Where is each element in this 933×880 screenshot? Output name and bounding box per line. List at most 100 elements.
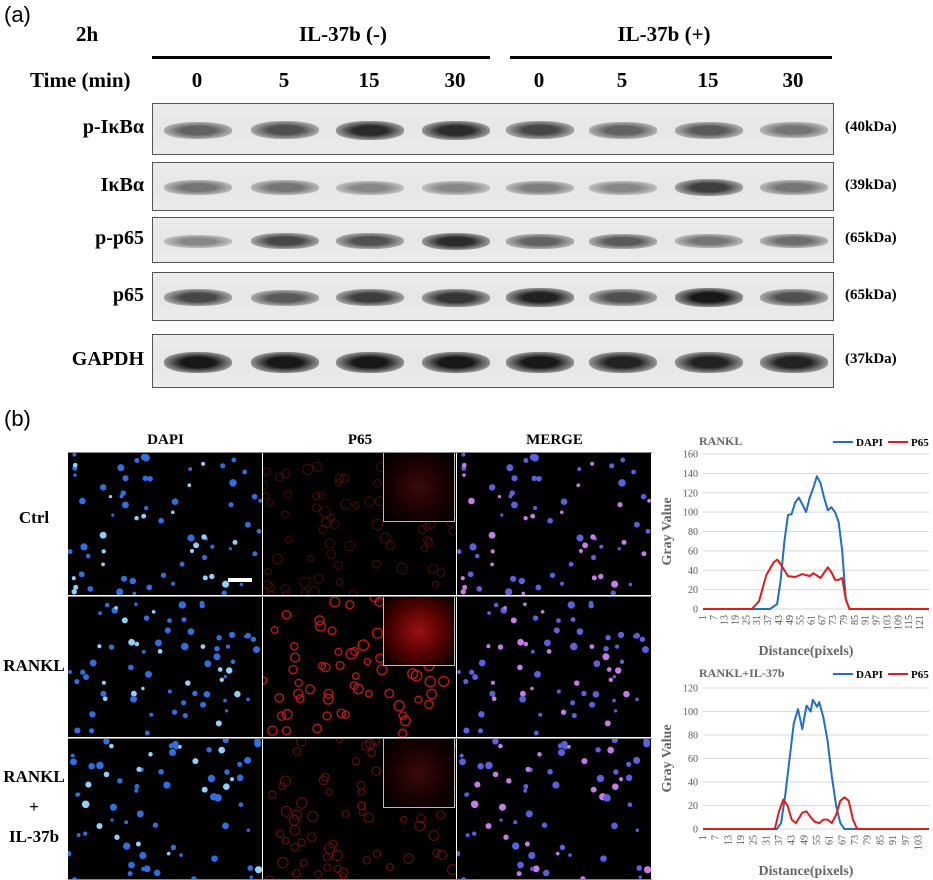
time-label: 5 bbox=[278, 68, 290, 92]
y-tick-label: 60 bbox=[688, 546, 698, 557]
blot-band bbox=[164, 289, 232, 306]
chart-title: RANKL bbox=[699, 434, 742, 448]
x-tick-label: 1 bbox=[698, 615, 709, 620]
x-tick-label: 67 bbox=[817, 615, 828, 625]
blot-band bbox=[589, 351, 657, 373]
x-tick-label: 115 bbox=[904, 615, 915, 630]
series-line-p65 bbox=[703, 558, 929, 610]
x-tick-label: 7 bbox=[709, 615, 720, 620]
x-tick-label: 13 bbox=[720, 615, 731, 625]
y-tick-label: 20 bbox=[688, 801, 698, 812]
blot-row-label: p-p65 bbox=[95, 227, 144, 249]
y-tick-label: 120 bbox=[683, 684, 698, 695]
blot-band bbox=[336, 233, 404, 249]
blot-band bbox=[422, 180, 490, 195]
merge-micrograph bbox=[457, 596, 651, 737]
molecular-weight-label: (40kDa) bbox=[845, 119, 897, 135]
grid-line bbox=[68, 596, 652, 597]
blot-band bbox=[251, 233, 319, 249]
x-tick-label: 19 bbox=[736, 835, 747, 845]
p65-micrograph bbox=[263, 596, 456, 737]
y-tick-label: 160 bbox=[683, 450, 698, 461]
x-tick-label: 55 bbox=[796, 615, 807, 625]
x-tick-label: 31 bbox=[752, 615, 763, 625]
zoom-inset bbox=[383, 738, 455, 808]
x-tick-label: 121 bbox=[915, 615, 926, 630]
blot-band bbox=[251, 289, 319, 306]
blot-band bbox=[422, 288, 490, 307]
y-tick-label: 100 bbox=[683, 508, 698, 519]
x-tick-label: 79 bbox=[839, 615, 850, 625]
x-tick-label: 31 bbox=[761, 835, 772, 845]
series-line-dapi bbox=[703, 475, 929, 610]
y-tick-label: 80 bbox=[688, 731, 698, 742]
y-tick-label: 40 bbox=[688, 778, 698, 789]
blot-strip bbox=[152, 272, 834, 321]
y-tick-label: 120 bbox=[683, 488, 698, 499]
x-tick-label: 85 bbox=[875, 835, 886, 845]
dapi-micrograph bbox=[68, 452, 262, 595]
dapi-micrograph bbox=[68, 738, 262, 879]
x-tick-label: 91 bbox=[888, 835, 899, 845]
x-tick-label: 91 bbox=[861, 615, 872, 625]
molecular-weight-label: (65kDa) bbox=[845, 286, 897, 303]
time-label: 15 bbox=[358, 68, 380, 92]
line-profile-chart-rankl-il37b: 0 20 40 60 80 100 120 1 7 13 19 25 31 37 43 49 55 61 67 73 7… bbox=[660, 666, 929, 879]
row-label-rankl-il37b: RANKL + IL-37b bbox=[0, 762, 68, 852]
blot-band bbox=[760, 180, 828, 195]
blot-strip bbox=[152, 334, 834, 388]
x-tick-label: 97 bbox=[901, 835, 912, 845]
x-tick-label: 67 bbox=[837, 835, 848, 845]
p65-micrograph bbox=[263, 452, 456, 595]
x-tick-label: 103 bbox=[882, 615, 893, 630]
blot-band bbox=[164, 121, 232, 139]
x-tick-label: 19 bbox=[731, 615, 742, 625]
time-label: 0 bbox=[533, 68, 545, 92]
condition-label: 2h bbox=[76, 22, 99, 46]
zoom-inset bbox=[383, 596, 455, 666]
x-tick-label: 7 bbox=[711, 835, 722, 840]
x-tick-label: 103 bbox=[913, 835, 924, 850]
blot-band bbox=[336, 351, 404, 373]
blot-band bbox=[251, 180, 319, 195]
blot-band bbox=[506, 288, 574, 307]
blot-band bbox=[164, 234, 232, 248]
molecular-weight-label: (37kDa) bbox=[845, 351, 897, 367]
legend-label: P65 bbox=[911, 437, 929, 449]
y-tick-label: 80 bbox=[688, 527, 698, 538]
blot-band bbox=[506, 233, 574, 249]
x-tick-label: 37 bbox=[763, 615, 774, 625]
x-tick-label: 43 bbox=[774, 615, 785, 625]
x-tick-label: 1 bbox=[698, 835, 709, 840]
blot-band bbox=[251, 121, 319, 139]
x-tick-label: 109 bbox=[893, 615, 904, 630]
blot-band bbox=[675, 121, 743, 139]
series-line-dapi bbox=[703, 698, 929, 830]
y-tick-label: 0 bbox=[693, 605, 698, 616]
grid-line bbox=[68, 738, 652, 739]
x-tick-label: 61 bbox=[806, 615, 817, 625]
row-label-ctrl: Ctrl bbox=[18, 508, 50, 527]
chart-title: RANKL+IL-37b bbox=[699, 666, 785, 680]
x-axis-label: Distance(pixels) bbox=[759, 864, 854, 879]
column-label-p65: P65 bbox=[347, 432, 373, 448]
y-tick-label: 100 bbox=[683, 707, 698, 718]
blot-band bbox=[760, 289, 828, 306]
x-tick-label: 37 bbox=[774, 835, 785, 845]
blot-strip bbox=[152, 103, 834, 155]
x-tick-label: 85 bbox=[850, 615, 861, 625]
dapi-micrograph bbox=[68, 596, 262, 737]
blot-band bbox=[675, 179, 743, 196]
time-label: 30 bbox=[782, 68, 804, 92]
blot-band bbox=[251, 351, 319, 373]
blot-band bbox=[336, 289, 404, 306]
molecular-weight-label: (39kDa) bbox=[845, 176, 897, 193]
panel-a-letter: (a) bbox=[4, 2, 31, 27]
blot-band bbox=[336, 180, 404, 195]
x-tick-label: 73 bbox=[828, 615, 839, 625]
time-axis-label: Time (min) bbox=[30, 68, 131, 92]
blot-row-label: p65 bbox=[112, 283, 144, 306]
blot-strip bbox=[152, 217, 834, 263]
y-tick-label: 0 bbox=[693, 825, 698, 836]
